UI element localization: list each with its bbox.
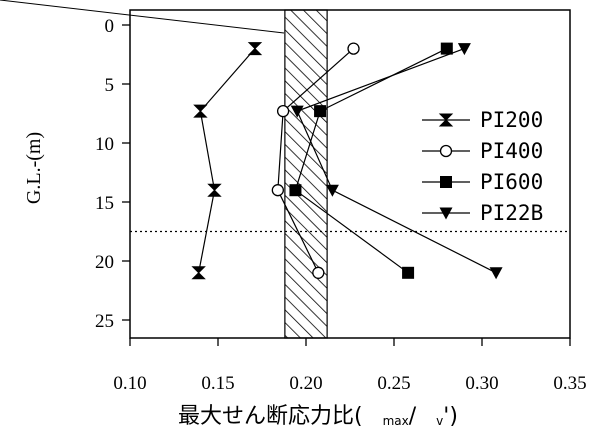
- y-tick-label: 5: [105, 75, 115, 96]
- y-tick-label: 0: [105, 16, 115, 37]
- series-line-pi22b: [296, 48, 497, 274]
- point-pi400: [276, 104, 290, 118]
- x-axis-label-end: '): [443, 404, 458, 428]
- point-pi400: [312, 266, 325, 279]
- x-tick-label: 0.35: [553, 373, 586, 394]
- point-pi400: [271, 184, 284, 197]
- legend-marker-pi600: [440, 176, 452, 188]
- point-pi22b: [457, 43, 471, 56]
- x-axis-label-slash: /: [409, 404, 417, 428]
- series-line-pi600: [294, 48, 448, 274]
- x-tick-label: 0.30: [465, 373, 498, 394]
- point-pi600: [314, 105, 327, 118]
- legend-label-pi400: PI400: [480, 139, 543, 163]
- point-pi400: [347, 42, 360, 55]
- y-tick-label: 10: [95, 134, 114, 155]
- legend-label-pi200: PI200: [480, 108, 543, 132]
- y-tick-label: 15: [95, 193, 114, 214]
- series-group: [191, 42, 503, 280]
- legend: PI200 PI400 PI600 PI22B: [422, 108, 543, 225]
- y-axis-ticks: 0 5 10 15 20 25: [95, 16, 130, 332]
- legend-label-pi22b: PI22B: [480, 201, 543, 225]
- point-pi600: [440, 42, 453, 55]
- series-line-pi200: [198, 48, 256, 273]
- point-pi200: [247, 42, 263, 56]
- point-pi600: [402, 266, 415, 279]
- hatched-band: [284, 9, 328, 339]
- y-tick-label: 25: [95, 311, 114, 332]
- point-pi22b: [489, 267, 503, 280]
- x-axis-ticks: 0.10 0.15 0.20 0.25 0.30 0.35: [113, 338, 587, 394]
- legend-marker-pi22b: [439, 207, 453, 220]
- point-pi200: [191, 266, 206, 280]
- x-tick-label: 0.15: [201, 373, 234, 394]
- legend-label-pi600: PI600: [480, 170, 543, 194]
- x-axis-label-sub2: v: [436, 414, 443, 428]
- legend-marker-pi200: [438, 113, 454, 127]
- leader-line: [0, 0, 285, 34]
- legend-marker-pi400: [439, 144, 453, 158]
- point-pi22b: [290, 105, 304, 118]
- y-tick-label: 20: [95, 252, 114, 273]
- x-axis-label: 最大せん断応力比( max/ v'): [178, 404, 458, 428]
- series-line-pi400: [277, 48, 354, 274]
- x-tick-label: 0.10: [113, 373, 146, 394]
- point-pi200: [207, 183, 222, 197]
- point-pi200: [193, 104, 208, 118]
- x-axis-label-sub1: max: [383, 414, 409, 428]
- plot-frame: [129, 9, 571, 339]
- point-pi600: [289, 184, 302, 197]
- point-pi22b: [325, 184, 339, 197]
- x-axis-label-main: 最大せん断応力比(: [178, 404, 363, 428]
- x-tick-label: 0.25: [377, 373, 410, 394]
- x-tick-label: 0.20: [289, 373, 322, 394]
- y-axis-label: G.L.-(m): [23, 132, 45, 204]
